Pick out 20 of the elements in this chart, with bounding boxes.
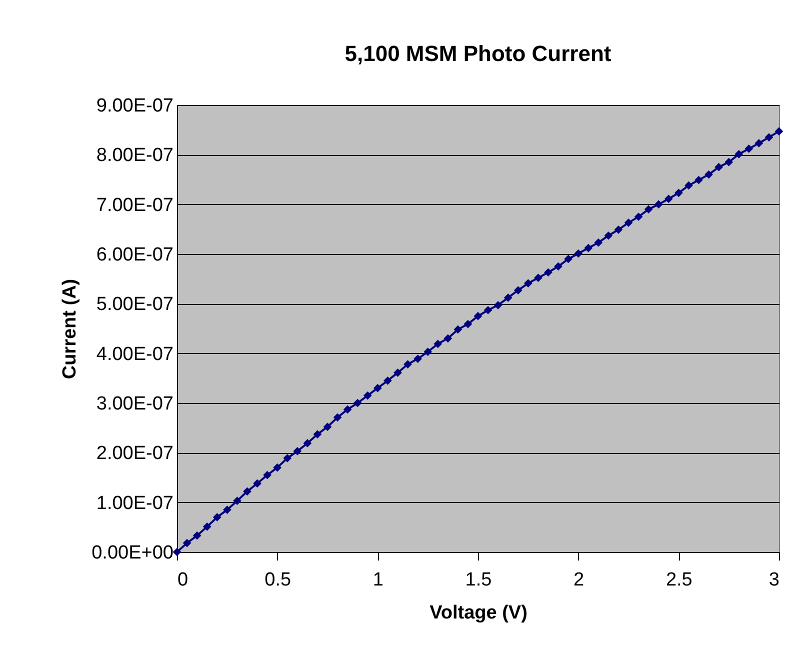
x-tick-label: 1 xyxy=(372,570,384,590)
x-tick-label: 2.5 xyxy=(666,570,692,590)
x-tick-label: 0 xyxy=(178,570,188,590)
y-axis-title: Current (A) xyxy=(60,278,81,380)
chart-title: 5,100 MSM Photo Current xyxy=(344,41,612,66)
y-tick-label: 0.00E+00 xyxy=(92,542,174,564)
y-tick-label: 4.00E-07 xyxy=(96,344,174,365)
x-axis-title: Voltage (V) xyxy=(430,602,528,624)
y-tick-label: 7.00E-07 xyxy=(96,194,174,216)
x-tick-label: 2 xyxy=(574,570,584,590)
y-tick-label: 2.00E-07 xyxy=(96,443,174,464)
y-tick-label: 8.00E-07 xyxy=(96,145,174,166)
x-tick-label: 1.5 xyxy=(465,570,492,590)
y-tick-label: 5.00E-07 xyxy=(96,294,174,316)
y-tick-label: 9.00E-07 xyxy=(96,96,174,116)
x-tick-label: 3 xyxy=(768,570,780,590)
x-tick-label: 0.5 xyxy=(264,570,292,590)
y-tick-label: 6.00E-07 xyxy=(96,244,174,266)
y-tick-label: 1.00E-07 xyxy=(96,492,174,514)
y-tick-label: 3.00E-07 xyxy=(96,394,174,414)
